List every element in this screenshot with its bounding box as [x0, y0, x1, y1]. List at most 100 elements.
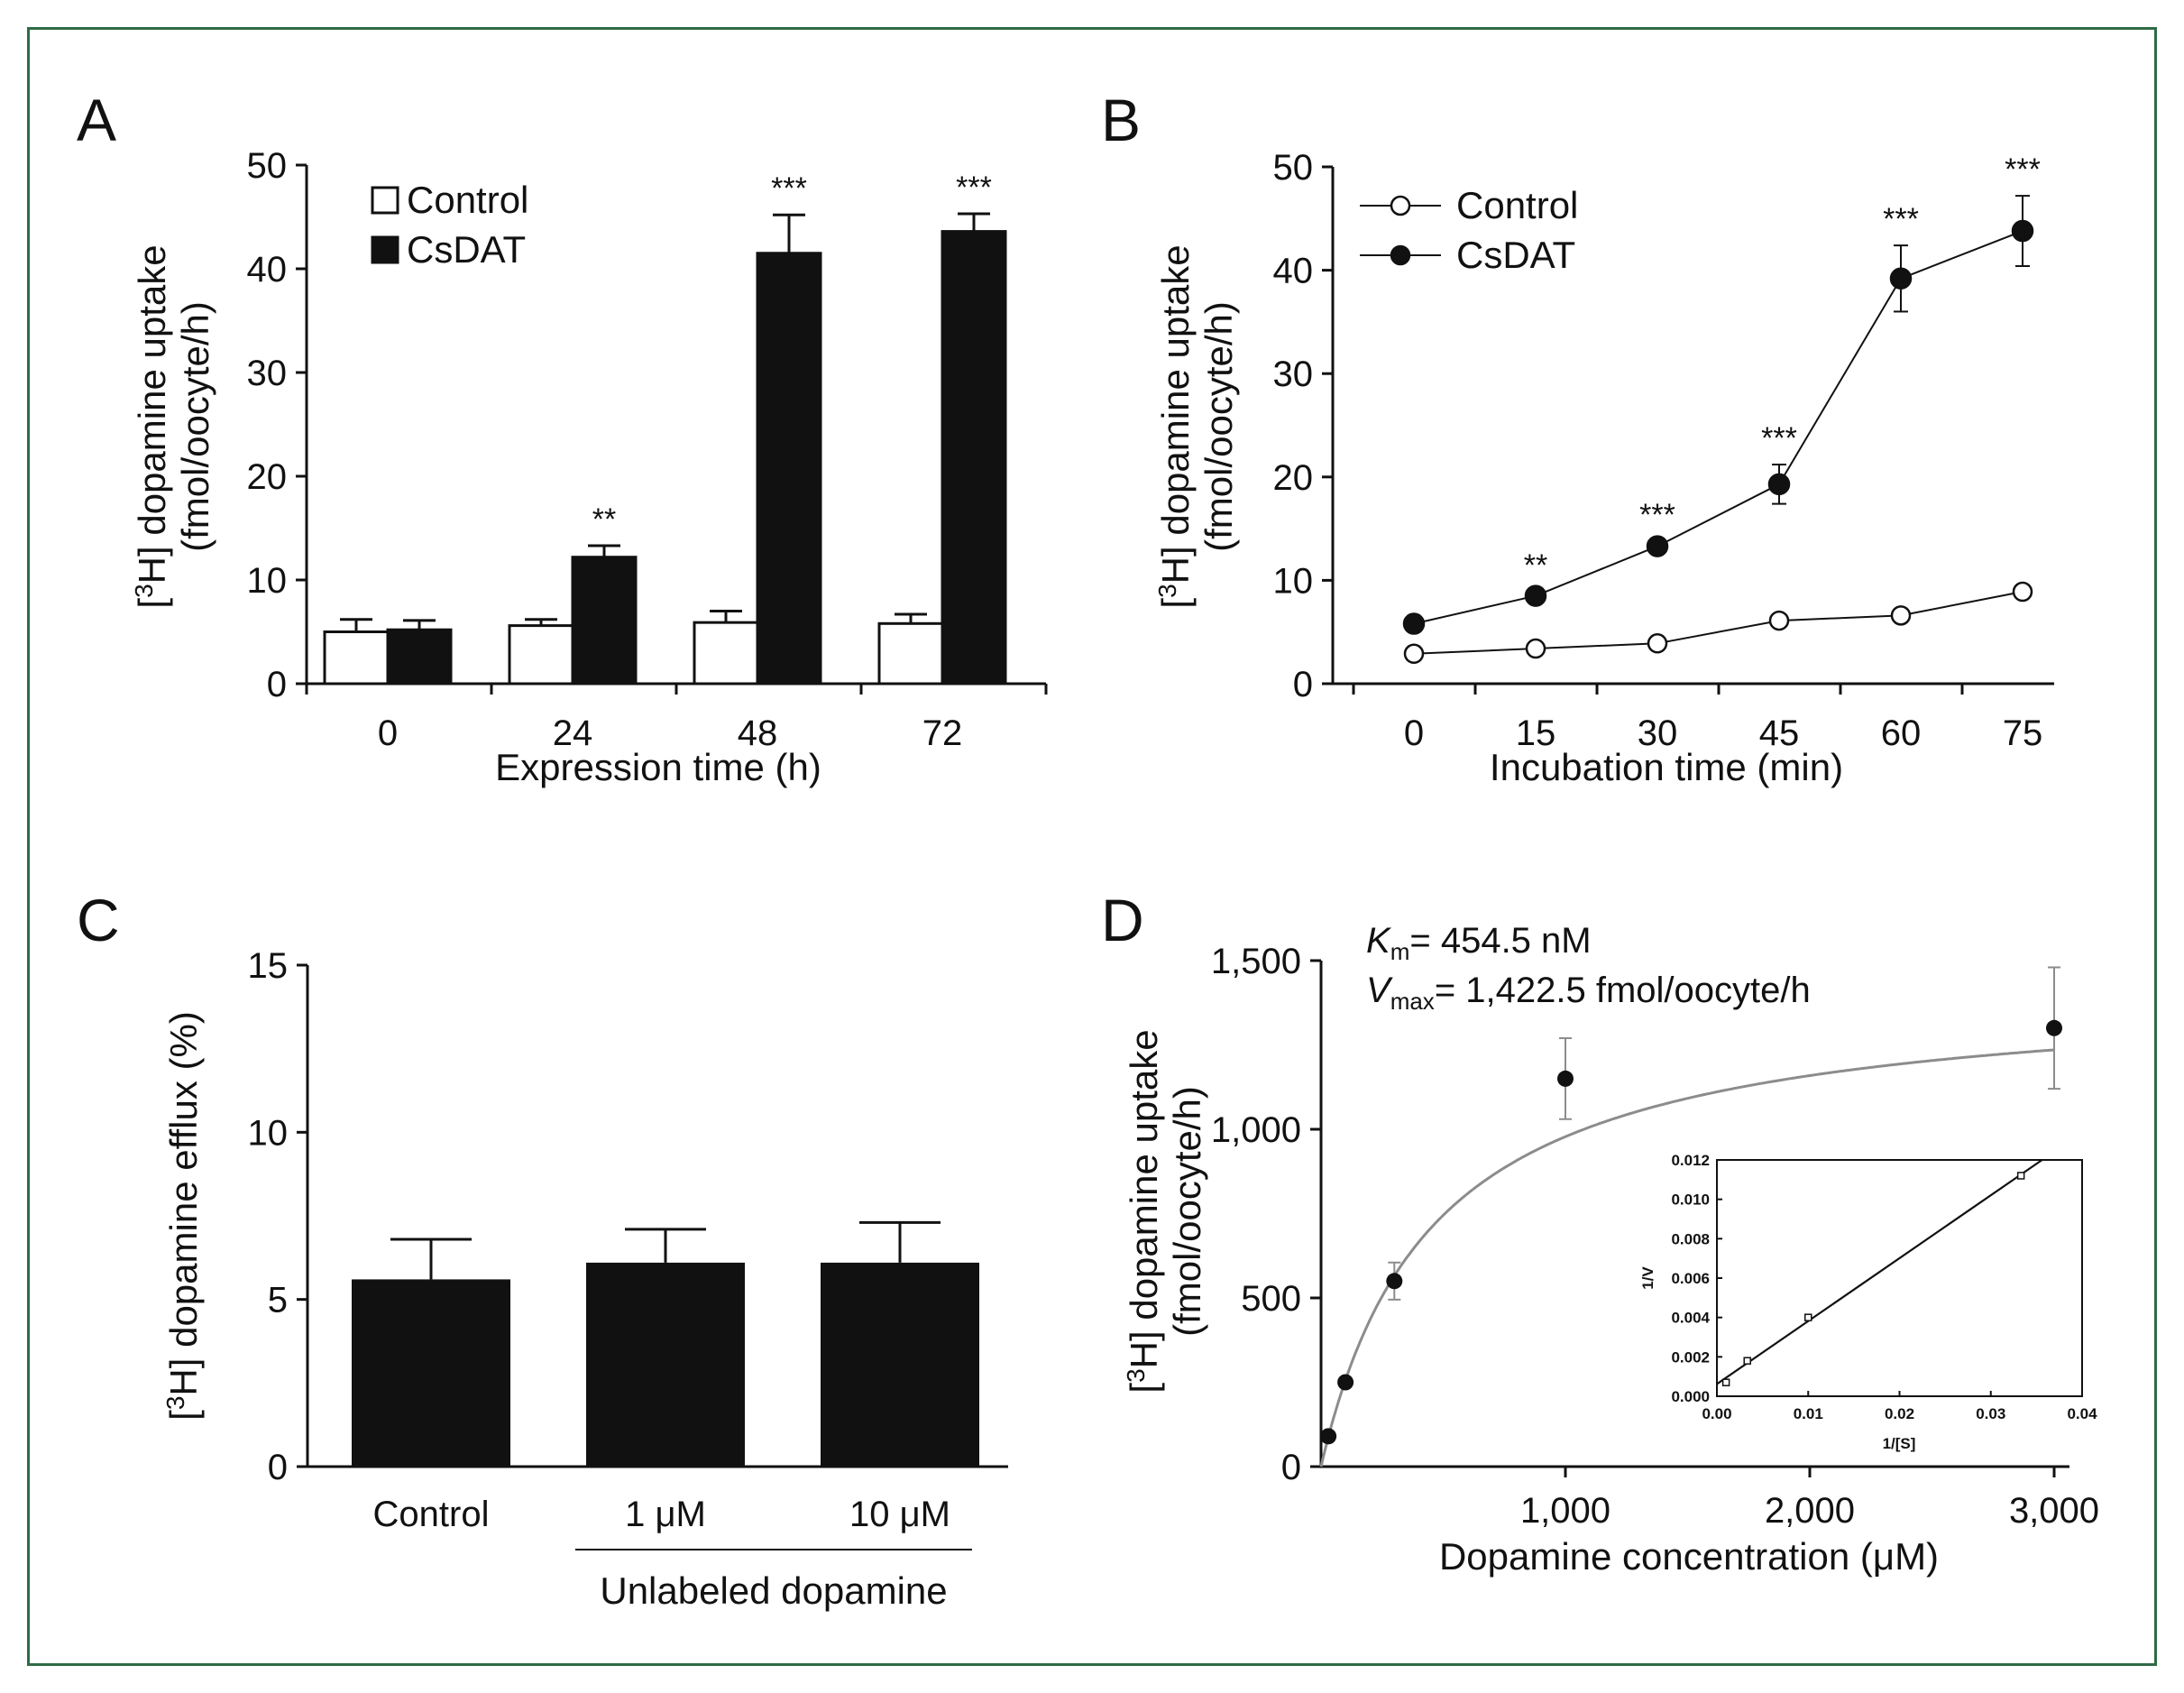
panel-b-legend-control-marker: [1390, 195, 1411, 216]
panel-a-significance: ***: [956, 170, 992, 205]
panel-d-letter: D: [1101, 887, 1144, 953]
panel-b-y-ticks: 0 10 20 30 40 50: [1273, 148, 1333, 704]
panel-a-y-ticks: 0 10 20 30 40 50: [247, 146, 307, 704]
panel-d-x-tick-label: 2,000: [1765, 1491, 1855, 1531]
panel-d-points: [1320, 966, 2062, 1445]
panel-d-inset-y-tick-label: 0.012: [1671, 1152, 1710, 1169]
panel-a-bar-control: [508, 624, 574, 685]
panel-b-x-tick-label: 75: [2003, 713, 2043, 753]
panel-b-letter: B: [1101, 87, 1141, 153]
panel-a-x-tick-label: 24: [553, 713, 593, 753]
panel-a-bar-csdat: [386, 628, 453, 685]
panel-b-legend: Control CsDAT: [1360, 184, 1578, 276]
panel-b-marker-csdat: [1767, 473, 1791, 496]
panel-b-y-tick-label: 50: [1273, 148, 1314, 188]
panel-d: D 0 500 1,000 1,500 1,000 2,000 3,000 Km= 454…: [1101, 887, 2099, 1578]
panel-d-x-tick-label: 3,000: [2009, 1491, 2099, 1531]
panel-b-y-tick-label: 40: [1273, 252, 1314, 291]
panel-a-legend-control-label: Control: [407, 179, 528, 221]
panel-b-marker-control: [1403, 643, 1425, 665]
panel-c: C 0 5 10 15 Control 1 μM 10 μM Unlabeled dopa…: [77, 887, 1008, 1612]
panel-b-y-label: [3H] dopamine uptake: [1153, 244, 1197, 608]
panel-d-point: [1320, 1428, 1337, 1445]
panel-b-y-label-units: (fmol/oocyte/h): [1198, 301, 1240, 552]
panel-a-y-tick-label: 40: [247, 250, 288, 290]
panel-b-line-control: [1413, 591, 2023, 655]
panel-c-bar: [352, 1279, 510, 1467]
panel-c-letter: C: [77, 887, 120, 953]
panel-d-inset-points: [1721, 1172, 2025, 1386]
panel-d-inset-x-label: 1/[S]: [1883, 1435, 1916, 1452]
panel-c-y-tick-label: 15: [248, 946, 289, 986]
panel-a-y-tick-label: 50: [247, 146, 288, 186]
panel-d-y-ticks: 0 500 1,000 1,500: [1211, 942, 1321, 1487]
panel-c-bar: [586, 1262, 745, 1467]
panel-c-y-label: [3H] dopamine efflux (%): [161, 1011, 205, 1421]
panel-a-y-label-bracket-open: [: [131, 598, 173, 609]
panel-d-inset-y-tick-label: 0.008: [1671, 1230, 1710, 1247]
panel-a-y-tick-label: 20: [247, 457, 288, 497]
panel-d-vmax-subscript: max: [1390, 988, 1435, 1015]
panel-a-x-ticks: 0 24 48 72: [305, 684, 1048, 753]
panel-b-x-ticks: 0 15 30 45 60 75: [1352, 684, 2043, 753]
panel-d-km-annotation: Km= 454.5 nM: [1366, 921, 1592, 965]
figure-frame: A 0 10 20 30 40 50 0 24 48 72 ** *** *** Expressio…: [27, 27, 2157, 1666]
panel-b-legend-csdat-marker: [1390, 244, 1411, 266]
panel-a-bar-control: [877, 621, 944, 685]
panel-a-x-tick-label: 48: [738, 713, 778, 753]
panel-b-y-tick-label: 20: [1273, 458, 1314, 498]
panel-b-marker-control: [1890, 605, 1912, 626]
panel-b-y-label-rest: H] dopamine uptake: [1154, 244, 1197, 584]
panel-a-bar-csdat: [571, 556, 638, 685]
panel-d-vmax-annotation: Vmax= 1,422.5 fmol/oocyte/h: [1366, 971, 1811, 1015]
panel-a-significance: **: [592, 502, 616, 537]
panel-b-marker-csdat: [1646, 535, 1669, 557]
panel-c-y-label-superscript: 3: [161, 1396, 189, 1411]
panel-d-x-ticks: 1,000 2,000 3,000: [1520, 1467, 2099, 1531]
panel-c-bar: [821, 1262, 979, 1467]
panel-b-y-label-superscript: 3: [1153, 584, 1181, 598]
panel-b-marker-control: [1647, 633, 1668, 654]
panel-d-inset-x-tick-label: 0.00: [1702, 1405, 1731, 1422]
panel-d-km-value: = 454.5 nM: [1409, 921, 1591, 961]
panel-d-point: [1337, 1374, 1354, 1391]
panel-d-inset-x-tick-label: 0.03: [1976, 1405, 2005, 1422]
panel-b-x-tick-label: 45: [1759, 713, 1800, 753]
panel-d-x-tick-label: 1,000: [1520, 1491, 1610, 1531]
panel-d-inset-y-tick-label: 0.000: [1671, 1388, 1710, 1405]
panel-d-y-label-units: (fmol/oocyte/h): [1166, 1086, 1208, 1337]
panel-d-vmax-value: = 1,422.5 fmol/oocyte/h: [1435, 971, 1811, 1010]
panel-d-inset-y-tick-label: 0.010: [1671, 1192, 1710, 1209]
panel-a-legend-csdat-label: CsDAT: [407, 228, 526, 271]
panel-d-inset-x-tick-label: 0.02: [1885, 1405, 1914, 1422]
panel-d-inset-point: [1743, 1357, 1751, 1365]
panel-c-y-label-bracket-open: [: [162, 1410, 205, 1421]
panel-d-y-tick-label: 1,500: [1211, 942, 1301, 981]
panel-b-marker-csdat: [1889, 267, 1913, 290]
panel-d-x-label: Dopamine concentration (μM): [1439, 1535, 1939, 1578]
panel-b-marker-control: [2012, 581, 2033, 603]
panel-d-inset-point: [2016, 1172, 2025, 1180]
panel-a-legend: Control CsDAT: [371, 179, 528, 271]
panel-d-y-tick-label: 0: [1281, 1448, 1301, 1487]
panel-b-legend-csdat-label: CsDAT: [1456, 234, 1575, 276]
panel-a-x-tick-label: 0: [378, 713, 398, 753]
panel-c-y-label-rest: H] dopamine efflux (%): [162, 1011, 205, 1395]
panel-b-marker-csdat: [1402, 612, 1426, 635]
panel-d-inset-fit-line: [1716, 1159, 2043, 1385]
panel-d-inset-y-tick-label: 0.004: [1671, 1310, 1710, 1327]
panel-c-y-tick-label: 0: [268, 1448, 288, 1487]
panel-b-significance: ***: [2005, 152, 2041, 187]
panel-a-x-tick-label: 72: [922, 713, 963, 753]
panel-a-y-tick-label: 0: [267, 665, 287, 704]
panel-a-bar-csdat: [756, 252, 822, 685]
panel-d-y-tick-label: 500: [1241, 1279, 1301, 1319]
panel-d-km-symbol: K: [1366, 921, 1392, 961]
panel-c-group-label: Unlabeled dopamine: [600, 1569, 947, 1612]
panel-d-point: [1557, 1070, 1574, 1087]
panel-d-y-label-rest: H] dopamine uptake: [1123, 1029, 1165, 1368]
panel-d-inset-point: [1804, 1313, 1812, 1321]
panel-b-y-tick-label: 10: [1273, 561, 1314, 601]
